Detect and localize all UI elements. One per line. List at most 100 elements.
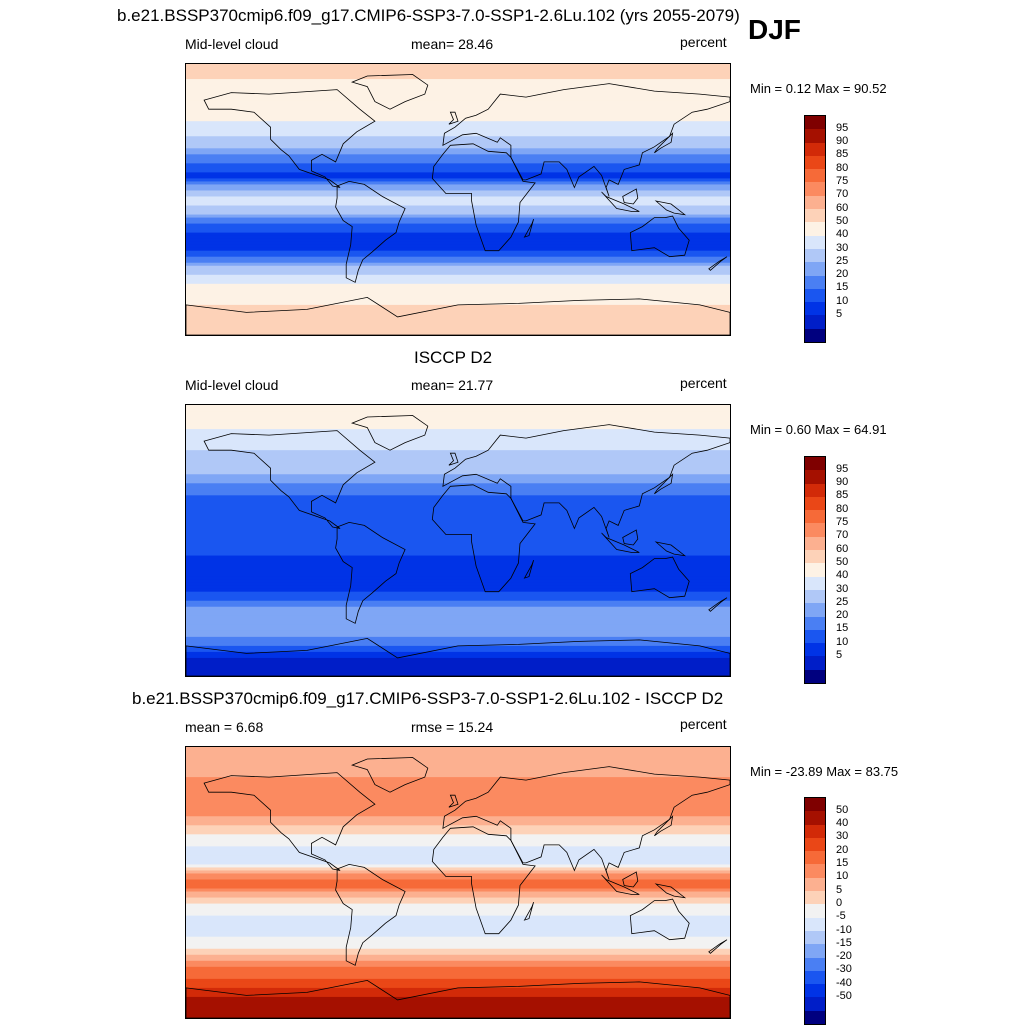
colorbar-tick-label: 0	[836, 896, 843, 909]
panel-3-rmse-label: rmse = 15.24	[411, 719, 494, 735]
latitude-band	[186, 672, 730, 676]
colorbar-swatch	[805, 957, 825, 971]
latitude-band	[186, 831, 730, 835]
latitude-band	[186, 277, 730, 282]
latitude-band	[186, 993, 730, 998]
latitude-band	[186, 414, 730, 418]
colorbar-swatch	[805, 837, 825, 852]
latitude-band	[186, 151, 730, 155]
latitude-band	[186, 918, 730, 923]
latitude-band	[186, 546, 730, 551]
colorbar-tick-label: 85	[836, 489, 849, 502]
latitude-band	[186, 915, 730, 920]
latitude-band	[186, 1011, 730, 1016]
latitude-band	[186, 597, 730, 602]
latitude-band	[186, 474, 730, 478]
colorbar-swatch	[805, 669, 825, 684]
latitude-band	[186, 450, 730, 454]
latitude-band	[186, 205, 730, 210]
colorbar-tick-label: 60	[836, 542, 849, 555]
latitude-band	[186, 241, 730, 246]
colorbar-swatch	[805, 603, 825, 617]
latitude-band	[186, 891, 730, 896]
colorbar-swatch	[805, 643, 825, 657]
latitude-band	[186, 226, 730, 231]
latitude-band	[186, 927, 730, 932]
latitude-band	[186, 172, 730, 177]
latitude-band	[186, 756, 730, 760]
colorbar-swatch	[805, 563, 825, 577]
latitude-band	[186, 67, 730, 71]
panel-3-map	[185, 746, 731, 1019]
latitude-band	[186, 747, 730, 751]
coastline	[448, 794, 459, 808]
latitude-band	[186, 423, 730, 427]
latitude-band	[186, 813, 730, 817]
colorbar-swatch	[805, 877, 825, 892]
latitude-band	[186, 262, 730, 267]
latitude-band	[186, 106, 730, 110]
latitude-band	[186, 999, 730, 1004]
latitude-band	[186, 876, 730, 881]
colorbar-swatch	[805, 457, 825, 471]
latitude-band	[186, 208, 730, 213]
coastline	[335, 863, 406, 966]
latitude-band	[186, 954, 730, 959]
latitude-band	[186, 85, 730, 89]
colorbar-swatch	[805, 944, 825, 958]
latitude-band	[186, 447, 730, 451]
colorbar-tick-label: -40	[836, 976, 852, 989]
latitude-band	[186, 990, 730, 995]
colorbar-tick-label: -15	[836, 936, 852, 949]
latitude-band	[186, 777, 730, 781]
latitude-band	[186, 504, 730, 508]
colorbar-tick-label: 95	[836, 462, 849, 475]
panel-1-variable-label: Mid-level cloud	[185, 36, 279, 52]
latitude-band	[186, 894, 730, 899]
latitude-band	[186, 945, 730, 950]
latitude-band	[186, 271, 730, 276]
latitude-band	[186, 175, 730, 180]
colorbar-swatch	[805, 523, 825, 537]
latitude-band	[186, 64, 730, 68]
colorbar-swatch	[805, 182, 825, 196]
latitude-band	[186, 136, 730, 140]
latitude-band	[186, 438, 730, 442]
latitude-band	[186, 816, 730, 820]
latitude-band	[186, 630, 730, 635]
latitude-band	[186, 969, 730, 974]
latitude-band	[186, 408, 730, 412]
latitude-band	[186, 223, 730, 228]
latitude-band	[186, 618, 730, 623]
latitude-band	[186, 987, 730, 992]
latitude-band	[186, 435, 730, 439]
latitude-band	[186, 570, 730, 575]
latitude-band	[186, 603, 730, 608]
latitude-band	[186, 549, 730, 554]
latitude-band	[186, 645, 730, 650]
latitude-band	[186, 498, 730, 502]
latitude-band	[186, 244, 730, 249]
colorbar-swatch	[805, 510, 825, 524]
latitude-band	[186, 432, 730, 436]
latitude-band	[186, 792, 730, 796]
latitude-band	[186, 552, 730, 557]
colorbar-tick-label: 50	[836, 214, 849, 227]
latitude-band	[186, 669, 730, 674]
colorbar-swatch	[805, 142, 825, 156]
colorbar-swatch	[805, 262, 825, 276]
latitude-band	[186, 471, 730, 475]
latitude-band	[186, 582, 730, 587]
latitude-band	[186, 897, 730, 902]
latitude-band	[186, 462, 730, 466]
latitude-band	[186, 924, 730, 929]
latitude-band	[186, 957, 730, 962]
latitude-band	[186, 870, 730, 875]
colorbar-tick-label: 25	[836, 254, 849, 267]
latitude-band	[186, 196, 730, 201]
coastline	[442, 766, 730, 880]
latitude-band	[186, 966, 730, 971]
latitude-band	[186, 855, 730, 860]
latitude-band	[186, 750, 730, 754]
colorbar-swatch	[805, 155, 825, 170]
